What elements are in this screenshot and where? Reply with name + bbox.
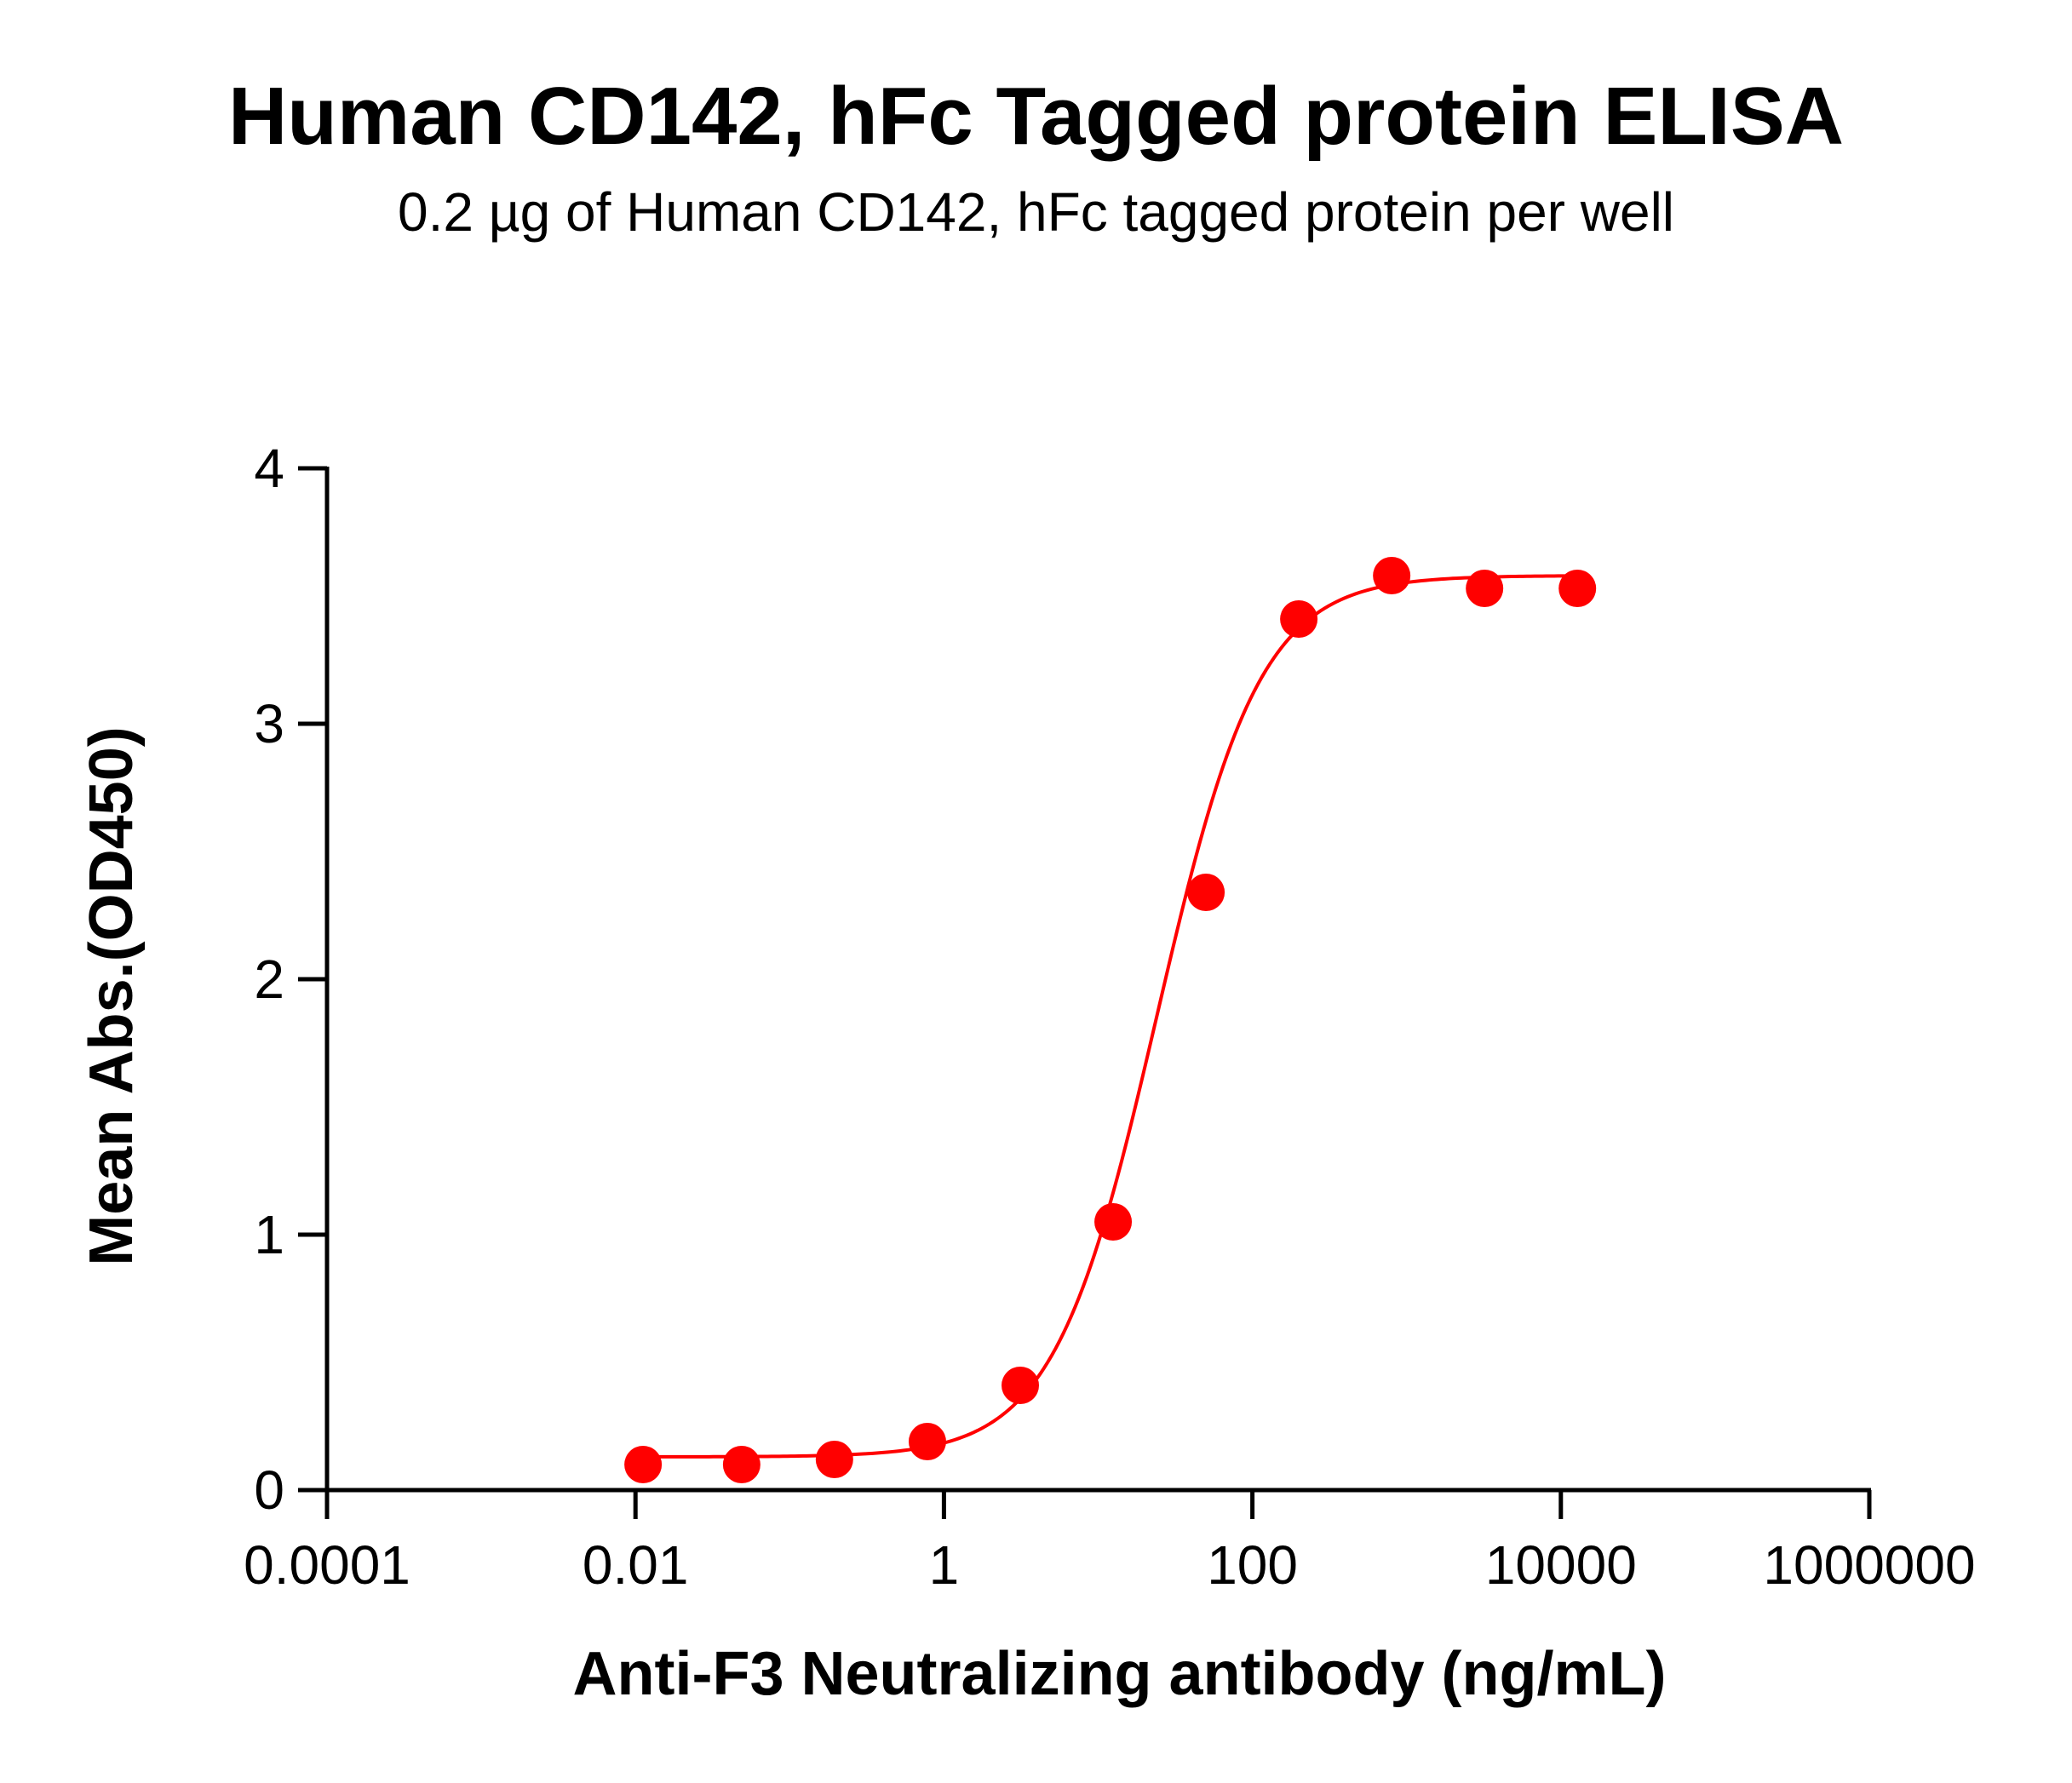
y-tick-label: 3: [254, 693, 284, 754]
data-points: [624, 557, 1597, 1483]
data-point: [1373, 557, 1411, 594]
y-tick-label: 1: [254, 1204, 284, 1265]
x-tick-label: 0.01: [583, 1534, 689, 1596]
data-point: [815, 1441, 853, 1478]
chart-title: Human CD142, hFc Tagged protein ELISA: [227, 71, 1845, 162]
data-point: [1280, 600, 1318, 638]
y-tick-label: 0: [254, 1459, 284, 1521]
y-tick-label: 2: [254, 949, 284, 1010]
data-point: [722, 1446, 760, 1483]
data-point: [1466, 570, 1504, 607]
x-tick-label: 100: [1207, 1534, 1298, 1596]
y-axis-title: Mean Abs.(OD450): [77, 726, 146, 1265]
data-point: [624, 1446, 663, 1483]
data-point: [908, 1423, 946, 1460]
x-tick-label: 10000: [1485, 1534, 1637, 1596]
x-tick-label: 0.0001: [244, 1534, 410, 1596]
x-tick-label: 1: [929, 1534, 960, 1596]
data-point: [1558, 570, 1597, 607]
fit-curve-group: [643, 574, 1578, 1459]
x-axis-title: Anti-F3 Neutralizing antibody (ng/mL): [573, 1640, 1667, 1708]
y-tick-label: 4: [254, 438, 284, 499]
data-point: [1002, 1367, 1040, 1404]
chart-subtitle: 0.2 µg of Human CD142, hFc tagged protei…: [397, 181, 1675, 243]
axes: 0 1 2 3 4 0.0001 0.01 1 100 10000 1000000: [244, 438, 1975, 1596]
data-point: [1187, 874, 1225, 911]
fit-curve: [643, 574, 1578, 1459]
x-tick-label: 1000000: [1763, 1534, 1975, 1596]
data-point: [1094, 1203, 1133, 1241]
